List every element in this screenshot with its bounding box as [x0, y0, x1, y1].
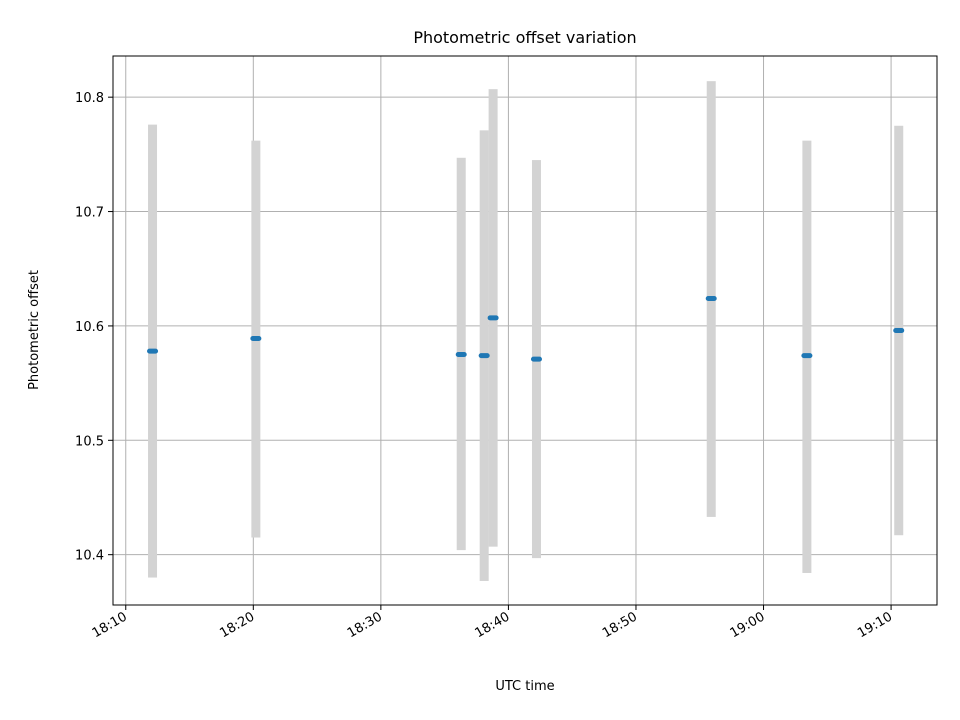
data-point [478, 353, 490, 359]
x-axis-label: UTC time [495, 679, 554, 694]
x-tick-label: 19:00 [728, 609, 768, 641]
chart-title: Photometric offset variation [413, 28, 636, 47]
data-points [147, 295, 905, 362]
data-point [530, 356, 542, 362]
y-tick-label: 10.5 [75, 434, 104, 449]
y-axis-label: Photometric offset [27, 270, 42, 390]
y-tick-label: 10.4 [75, 549, 104, 564]
data-point [147, 348, 159, 354]
y-axis-ticks: 10.4 10.5 10.6 10.7 10.8 [75, 91, 113, 564]
data-point [455, 352, 467, 358]
data-point [801, 353, 813, 359]
x-tick-label: 19:10 [855, 609, 895, 641]
x-tick-label: 18:30 [345, 609, 385, 641]
x-tick-label: 18:40 [472, 609, 512, 641]
x-tick-label: 18:10 [90, 609, 130, 641]
error-bars [148, 81, 904, 581]
data-point [705, 295, 717, 301]
x-tick-label: 18:50 [600, 609, 640, 641]
x-tick-label: 18:20 [217, 609, 257, 641]
data-point [487, 315, 499, 321]
data-point [250, 336, 262, 342]
y-tick-label: 10.7 [75, 206, 104, 221]
grid [113, 56, 937, 605]
y-tick-label: 10.8 [75, 91, 104, 106]
data-point [893, 328, 905, 333]
y-tick-label: 10.6 [75, 320, 104, 335]
plot-frame [112, 55, 938, 606]
x-axis-ticks: 18:10 18:20 18:30 18:40 18:50 19:00 19:10 [90, 605, 895, 641]
